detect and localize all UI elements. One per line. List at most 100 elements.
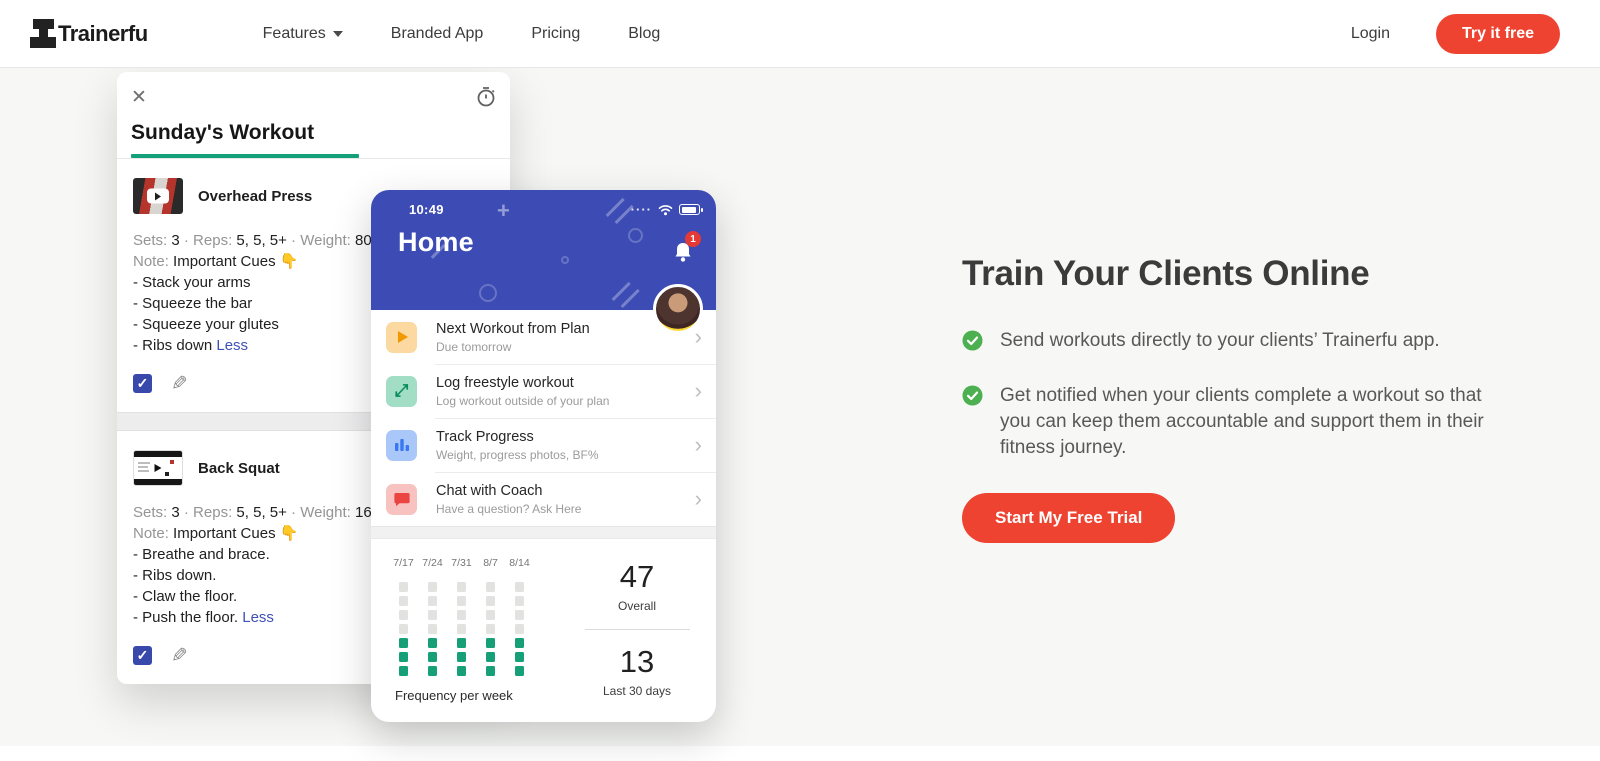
clock-text: 10:49 <box>409 202 444 217</box>
phone-status-bar: 10:49 ···· <box>371 190 716 217</box>
chart-column: 7/24 <box>422 557 443 676</box>
edit-pencil-icon[interactable]: ✎ <box>171 645 188 667</box>
exercise-name: Back Squat <box>198 459 280 477</box>
phone-menu: Next Workout from Plan Due tomorrow › ⤢ … <box>371 310 716 526</box>
chart-segment-empty <box>515 610 524 620</box>
exercise-name: Overhead Press <box>198 187 313 205</box>
overall-value: 47 <box>619 559 655 594</box>
login-link[interactable]: Login <box>1350 24 1390 42</box>
exercise-video-thumbnail[interactable] <box>133 450 183 486</box>
chart-segment-empty <box>515 582 524 592</box>
chat-bubble-icon <box>386 483 417 515</box>
chart-segment-filled <box>515 638 524 648</box>
overall-label: Overall <box>617 599 656 613</box>
chart-segment-filled <box>486 666 495 676</box>
chart-segment-empty <box>399 624 408 634</box>
frequency-chart: 7/17 7/24 7/31 8/7 8/14 Frequency per week <box>393 557 568 705</box>
play-icon <box>154 464 162 472</box>
stopwatch-icon[interactable] <box>476 86 496 108</box>
recent-value: 13 <box>619 644 655 679</box>
chart-tick-label: 7/31 <box>451 557 472 569</box>
menu-item-log-freestyle[interactable]: ⤢ Log freestyle workout Log workout outs… <box>371 364 716 418</box>
chart-segment-filled <box>457 666 466 676</box>
chart-segment-filled <box>486 638 495 648</box>
play-icon <box>386 321 417 353</box>
chart-segment-filled <box>515 666 524 676</box>
menu-item-next-workout[interactable]: Next Workout from Plan Due tomorrow › <box>371 310 716 364</box>
workout-card-header: ✕ Sunday's Workout <box>117 72 510 159</box>
chart-segment-empty <box>486 624 495 634</box>
chart-segment-empty <box>399 596 408 606</box>
decoration <box>479 284 497 302</box>
chart-segment-empty <box>486 610 495 620</box>
chart-segment-empty <box>428 582 437 592</box>
chart-column: 8/7 <box>480 557 501 676</box>
phone-header: + 10:49 ···· Home <box>371 190 716 334</box>
phone-stats-section: 7/17 7/24 7/31 8/7 8/14 Frequency per week 4… <box>371 539 716 705</box>
chart-segment-empty <box>515 624 524 634</box>
chart-segment-filled <box>399 638 408 648</box>
hero-bullet: Send workouts directly to your clients’ … <box>962 328 1522 354</box>
chevron-right-icon: › <box>694 378 702 403</box>
chart-title: Frequency per week <box>395 688 513 703</box>
frequency-chart-columns: 7/17 7/24 7/31 8/7 8/14 <box>393 557 568 676</box>
chevron-right-icon: › <box>694 432 702 457</box>
less-link[interactable]: Less <box>216 337 249 354</box>
nav-item-branded-app[interactable]: Branded App <box>390 24 484 42</box>
active-tab-indicator <box>131 154 359 158</box>
chart-segment-filled <box>399 652 408 662</box>
nav-item-pricing[interactable]: Pricing <box>531 24 581 42</box>
chart-segment-empty <box>399 582 408 592</box>
avatar[interactable] <box>653 284 703 334</box>
menu-item-chat-with-coach[interactable]: Chat with Coach Have a question? Ask Her… <box>371 472 716 526</box>
wifi-icon <box>658 204 673 216</box>
workout-title: Sunday's Workout <box>131 121 315 144</box>
edit-pencil-icon[interactable]: ✎ <box>171 373 188 395</box>
chart-segment-empty <box>486 582 495 592</box>
chart-segment-empty <box>486 596 495 606</box>
try-it-free-button[interactable]: Try it free <box>1435 13 1560 54</box>
menu-item-track-progress[interactable]: Track Progress Weight, progress photos, … <box>371 418 716 472</box>
chart-segment-empty <box>428 596 437 606</box>
trainerfu-logo[interactable]: Trainerfu <box>30 18 148 49</box>
notification-badge: 1 <box>685 231 701 247</box>
chart-tick-label: 7/24 <box>422 557 443 569</box>
chart-segment-empty <box>399 610 408 620</box>
phone-screen-title: Home <box>398 227 474 257</box>
chart-column: 8/14 <box>509 557 530 676</box>
chart-segment-filled <box>428 666 437 676</box>
battery-icon <box>679 204 703 215</box>
close-icon[interactable]: ✕ <box>131 87 147 108</box>
chart-segment-empty <box>457 610 466 620</box>
nav-right: Login Try it free <box>1350 13 1560 54</box>
nav-item-features[interactable]: Features <box>263 25 343 43</box>
hero-copy: Train Your Clients Online Send workouts … <box>962 254 1522 543</box>
chart-segment-filled <box>399 666 408 676</box>
decoration <box>620 288 640 308</box>
exercise-video-thumbnail[interactable] <box>133 178 183 214</box>
chart-tick-label: 7/17 <box>393 557 414 569</box>
bar-chart-icon <box>386 429 417 461</box>
exercise-complete-checkbox[interactable]: ✓ <box>133 646 152 665</box>
chart-tick-label: 8/14 <box>509 557 530 569</box>
exercise-complete-checkbox[interactable]: ✓ <box>133 374 152 393</box>
signal-icon: ···· <box>630 201 652 217</box>
nav-item-blog[interactable]: Blog <box>628 24 661 42</box>
chart-tick-label: 8/7 <box>483 557 498 569</box>
phone-mockup: + 10:49 ···· Home <box>371 190 716 722</box>
chart-segment-empty <box>457 582 466 592</box>
recent-label: Last 30 days <box>602 684 672 698</box>
chart-segment-filled <box>486 652 495 662</box>
check-circle-icon <box>962 330 983 354</box>
section-divider <box>371 526 716 539</box>
chart-segment-filled <box>428 652 437 662</box>
notification-bell-icon[interactable]: 1 <box>672 231 701 264</box>
chart-segment-filled <box>457 638 466 648</box>
check-circle-icon <box>962 385 983 461</box>
stats-divider <box>584 629 690 630</box>
chart-column: 7/31 <box>451 557 472 676</box>
chevron-down-icon <box>332 30 343 37</box>
start-free-trial-button[interactable]: Start My Free Trial <box>962 493 1176 543</box>
less-link[interactable]: Less <box>242 609 274 626</box>
hero-bullet: Get notified when your clients complete … <box>962 383 1522 461</box>
